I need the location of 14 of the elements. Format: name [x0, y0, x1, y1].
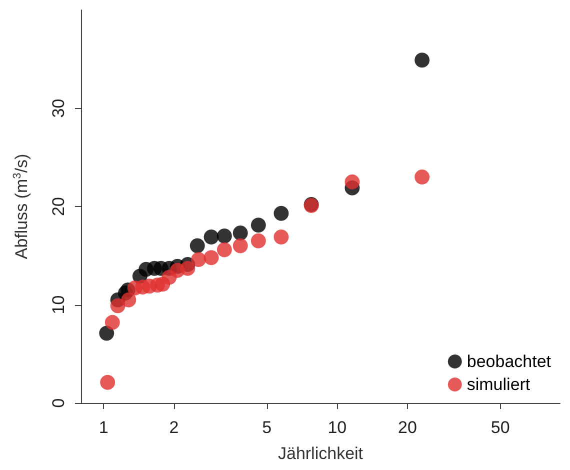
legend-label: beobachtet — [466, 352, 552, 371]
x-tick-label: 2 — [169, 418, 179, 437]
y-tick-label: 30 — [49, 98, 68, 118]
y-axis-title: Abfluss (m3/s) — [12, 154, 31, 260]
x-tick-label: 5 — [262, 418, 272, 437]
y-tick-label: 20 — [49, 197, 68, 216]
legend-label: simuliert — [466, 375, 530, 394]
x-tick-label: 20 — [398, 418, 417, 437]
y-tick-label: 10 — [49, 295, 68, 314]
x-tick-label: 1 — [98, 418, 108, 437]
x-tick-label: 10 — [328, 418, 347, 437]
x-tick-label: 50 — [490, 418, 510, 437]
x-axis-title: Jährlichkeit — [278, 444, 364, 463]
y-tick-label: 0 — [49, 398, 68, 408]
